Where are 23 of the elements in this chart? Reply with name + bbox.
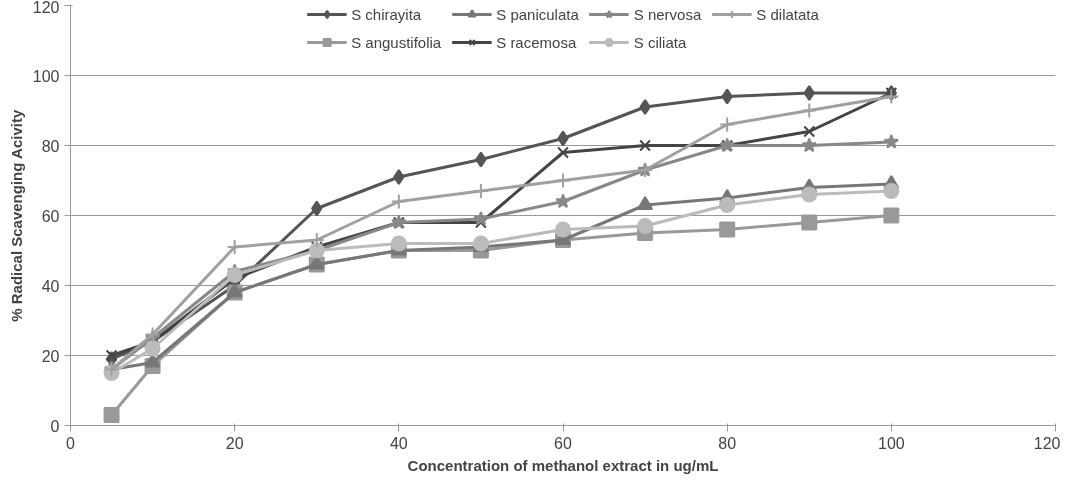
legend-label: S ciliata: [633, 33, 687, 51]
x-tick-label: 120: [1033, 434, 1061, 452]
x-tick-label: 60: [554, 434, 572, 452]
legend-label: S angustifolia: [351, 33, 442, 51]
x-tick-label: 80: [718, 434, 737, 452]
x-tick-label: 20: [225, 434, 244, 452]
y-tick-label: 0: [50, 417, 60, 435]
x-tick-label: 100: [877, 434, 905, 452]
y-tick-label: 20: [41, 347, 60, 365]
y-axis-title: % Radical Scavenging Acivity: [7, 109, 25, 322]
y-tick-label: 60: [41, 207, 60, 225]
y-tick-label: 120: [32, 0, 60, 16]
y-tick-label: 100: [32, 67, 60, 85]
legend-label: S racemosa: [496, 33, 577, 51]
y-tick-label: 40: [41, 277, 60, 295]
legend-label: S dilatata: [756, 5, 819, 23]
x-tick-label: 0: [66, 434, 76, 452]
legend-label: S nervosa: [633, 5, 702, 23]
x-tick-label: 40: [389, 434, 408, 452]
legend-label: S chirayita: [351, 5, 422, 23]
y-tick-label: 80: [41, 137, 60, 155]
legend-label: S paniculata: [496, 5, 579, 23]
x-axis-title: Concentration of methanol extract in ug/mL: [407, 456, 719, 474]
